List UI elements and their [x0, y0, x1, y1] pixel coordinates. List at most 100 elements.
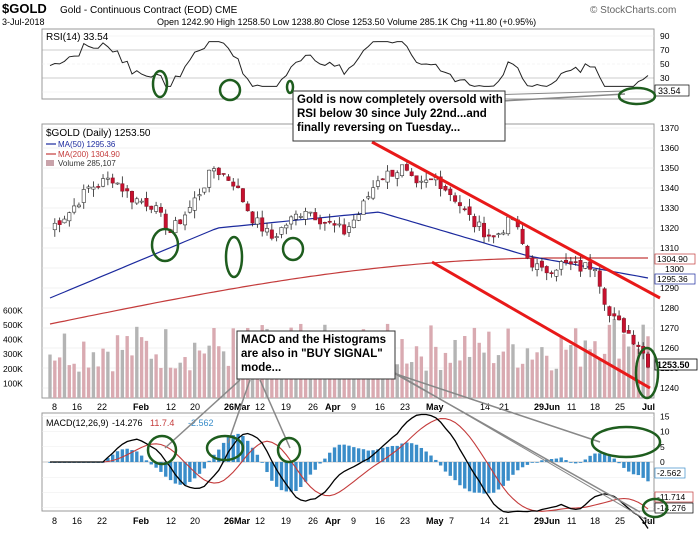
ma50-line — [49, 211, 649, 299]
candle-body — [486, 234, 491, 237]
histogram-bar — [125, 448, 129, 462]
candle-body — [482, 222, 487, 238]
candle-body — [385, 170, 390, 183]
histogram-bar — [231, 435, 235, 462]
candle-body — [91, 186, 96, 190]
candle-body — [544, 266, 549, 274]
candle-body — [163, 213, 168, 230]
volume-bar — [130, 355, 134, 398]
ma50-tag — [654, 273, 696, 285]
candle-body — [621, 318, 626, 333]
histogram-bar — [612, 458, 616, 462]
candle-body — [530, 257, 535, 268]
candle-body — [559, 261, 564, 270]
volume-bar — [101, 348, 105, 398]
candle-body — [187, 207, 192, 213]
price-1300-tick: 1300 — [665, 264, 684, 274]
date-label: 19 — [281, 402, 291, 412]
macd-date-label: 7 — [449, 516, 454, 526]
candle-body — [197, 194, 202, 197]
instrument-name: Gold - Continuous Contract (EOD) CME — [60, 5, 238, 16]
histogram-bar — [467, 462, 472, 492]
close-tag-value: 1253.50 — [657, 360, 690, 370]
price-tick-label: 1270 — [660, 323, 679, 333]
date-label: 20 — [190, 402, 200, 412]
rsi-tick-label: 70 — [660, 45, 670, 55]
volume-bar — [549, 370, 554, 398]
volume-bar — [202, 353, 207, 398]
macd-date-label: 29Jun — [534, 516, 560, 526]
price-tick-label: 1320 — [660, 223, 679, 233]
candle-body — [626, 330, 631, 334]
histogram-bar — [217, 449, 221, 462]
candle-body — [400, 164, 405, 176]
candle-body — [284, 224, 289, 229]
macd-tick-label: 10 — [660, 427, 670, 437]
histogram-bar — [289, 462, 293, 492]
candle-body — [318, 217, 323, 225]
volume-bar — [636, 348, 641, 398]
candle-body — [240, 188, 245, 203]
candle-body — [211, 168, 216, 172]
histogram-bar — [559, 457, 563, 462]
volume-bar — [467, 356, 472, 398]
macd-date-label: 8 — [52, 516, 57, 526]
macd-date-label: 18 — [590, 516, 600, 526]
macd-date-label: 11 — [567, 516, 576, 526]
candle-body — [96, 186, 101, 188]
date-label: 29Jun — [534, 402, 560, 412]
macd-date-label: 20 — [190, 516, 200, 526]
date-label: 26 — [308, 402, 318, 412]
price-candles — [52, 159, 650, 369]
rsi-annotation-box — [292, 90, 506, 142]
date-label: 11 — [567, 402, 576, 412]
macd-date-label: 26 — [308, 516, 318, 526]
histogram-bar — [347, 445, 351, 462]
volume-bar — [511, 344, 515, 398]
close-tag — [654, 358, 698, 371]
price-circle-3 — [281, 236, 305, 262]
candle-body — [274, 236, 279, 238]
histogram-bar — [434, 459, 438, 462]
histogram-bar — [491, 462, 496, 493]
histogram-bar — [516, 462, 520, 471]
candle-body — [192, 197, 197, 211]
candle-body — [520, 228, 525, 244]
histogram-bar — [279, 462, 284, 491]
volume-tick-label: 100K — [3, 378, 23, 388]
date-label: 22 — [97, 402, 107, 412]
candle-body — [583, 262, 588, 269]
volume-bar — [448, 362, 452, 398]
volume-bar — [482, 352, 486, 398]
volume-bar — [159, 367, 163, 398]
volume-legend-swatch — [46, 160, 54, 166]
histogram-bar — [135, 451, 139, 462]
macd-date-label: 25 — [615, 516, 625, 526]
candle-body — [646, 353, 650, 368]
volume-tick-label: 300K — [3, 349, 23, 359]
volume-bar — [115, 335, 120, 398]
histogram-bar — [564, 460, 568, 462]
candle-body — [457, 202, 462, 207]
candle-body — [250, 211, 255, 224]
candle-body — [419, 180, 424, 183]
candle-body — [506, 216, 511, 235]
candle-body — [636, 344, 641, 347]
rsi-tick-label: 90 — [660, 31, 670, 41]
histogram-bar — [443, 462, 448, 472]
volume-bar — [192, 342, 197, 398]
ohlc-summary: Open 1242.90 High 1258.50 Low 1238.80 Cl… — [157, 17, 536, 27]
histogram-bar — [448, 462, 452, 476]
volume-bar — [598, 358, 602, 398]
candle-body — [52, 222, 57, 231]
candle-body — [525, 245, 530, 259]
histogram-bar — [164, 462, 168, 477]
macd-date-label: Feb — [133, 516, 150, 526]
histogram-bar — [578, 462, 583, 463]
histogram-bar — [313, 462, 317, 470]
candle-body — [564, 259, 569, 263]
macd-date-label: 16 — [72, 516, 82, 526]
macd-callout-pointer-4 — [164, 379, 241, 449]
volume-bar — [554, 368, 559, 398]
